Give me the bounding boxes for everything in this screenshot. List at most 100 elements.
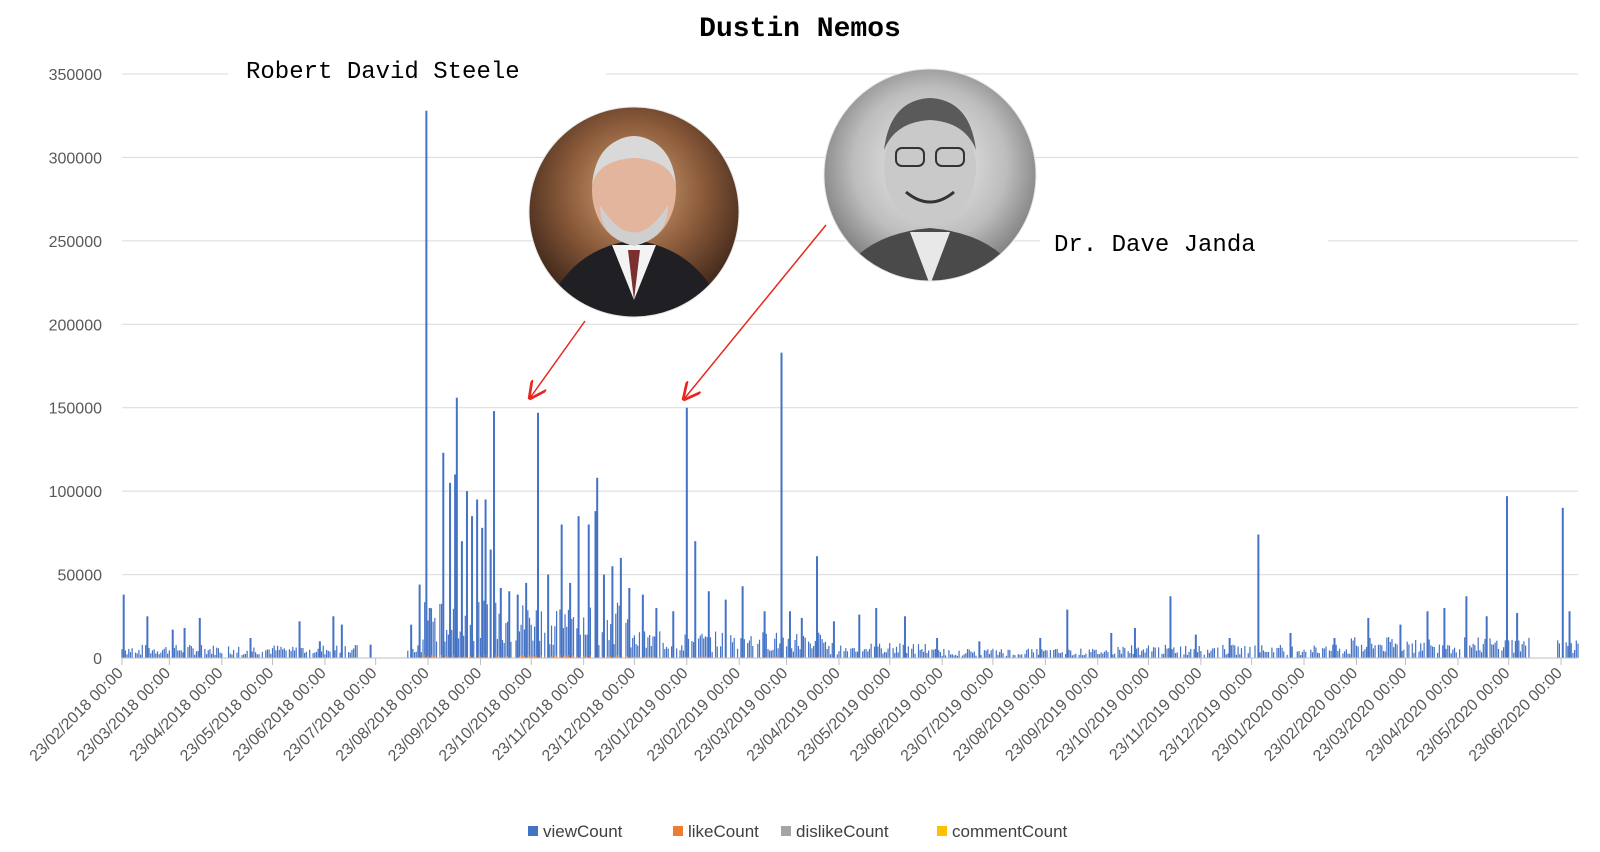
y-tick-label: 150000 <box>49 401 102 418</box>
bar-viewcount-filler <box>662 642 664 658</box>
y-tick-label: 200000 <box>49 317 102 334</box>
bar-viewcount-filler <box>1388 637 1390 658</box>
bar-likecount <box>589 654 592 658</box>
bar-viewcount-filler <box>828 645 830 658</box>
bar-viewcount-filler <box>1114 653 1116 658</box>
bar-viewcount-filler <box>1572 652 1574 658</box>
bar-viewcount-filler <box>968 649 970 658</box>
bar-viewcount-filler <box>1279 645 1281 658</box>
bar-viewcount-filler <box>121 649 123 658</box>
bar-viewcount-filler <box>1203 654 1205 658</box>
bar-viewcount-filler <box>750 636 752 658</box>
bar-viewcount-filler <box>809 643 811 658</box>
annotation-label-steele: Robert David Steele <box>246 59 520 86</box>
bar-viewcount-filler <box>1403 649 1405 658</box>
bar-likecount <box>627 655 629 658</box>
bar-viewcount-filler <box>1085 653 1087 658</box>
bar-viewcount-filler <box>1190 648 1192 658</box>
bar-viewcount-filler <box>758 639 761 658</box>
bar-viewcount-filler <box>1054 649 1057 658</box>
bar-viewcount-filler <box>757 643 759 658</box>
bar-viewcount-filler <box>720 646 722 658</box>
bar-viewcount-filler <box>1129 653 1131 658</box>
bar-viewcount-filler <box>305 651 307 658</box>
bar-likecount <box>1514 656 1517 658</box>
bar-viewcount-filler <box>1355 645 1358 658</box>
y-tick-label: 0 <box>93 651 102 668</box>
bar-viewcount-filler <box>344 646 346 658</box>
annotation-label-janda: Dr. Dave Janda <box>1054 232 1256 259</box>
bar-likecount <box>1369 656 1371 658</box>
bar-viewcount-filler <box>1078 654 1080 658</box>
bar-viewcount-filler <box>1423 642 1425 658</box>
portrait-steele <box>529 107 739 317</box>
bar-viewcount-filler <box>1411 643 1413 658</box>
bar-likecount <box>638 656 641 658</box>
annotation-label-bg-janda <box>1040 224 1328 264</box>
bar-viewcount-filler <box>855 651 857 658</box>
bar-viewcount-filler <box>1130 645 1133 658</box>
bar-likecount <box>608 656 610 658</box>
bar-viewcount-filler <box>554 626 556 658</box>
bar-likecount <box>424 654 426 658</box>
bar-viewcount-filler <box>1146 648 1148 658</box>
bar-viewcount-filler <box>258 654 260 658</box>
bar-viewcount <box>619 557 622 658</box>
bar-likecount <box>1518 656 1520 658</box>
bar-viewcount-filler <box>177 650 179 658</box>
bar-viewcount-filler <box>550 625 553 658</box>
bar-viewcount-filler <box>1362 651 1364 658</box>
bar-viewcount <box>694 541 697 658</box>
bar-likecount <box>522 654 524 658</box>
bar-viewcount-filler <box>1249 646 1251 658</box>
bar-viewcount-filler <box>1151 651 1153 658</box>
bar-viewcount-filler <box>1491 644 1493 658</box>
bar-viewcount-filler <box>195 651 198 658</box>
bar-viewcount-filler <box>1482 643 1484 658</box>
bar-likecount <box>743 656 745 658</box>
bar-viewcount-filler <box>412 648 414 658</box>
bar-viewcount-filler <box>1469 645 1471 658</box>
bar-viewcount-filler <box>733 637 735 658</box>
bar-viewcount-filler <box>1232 644 1234 658</box>
bar-viewcount-filler <box>924 644 926 658</box>
bar-viewcount <box>537 412 539 658</box>
bar-viewcount-filler <box>462 635 465 658</box>
bar-viewcount-filler <box>1303 649 1305 658</box>
bar-viewcount-filler <box>415 651 417 658</box>
bar-viewcount-filler <box>938 650 940 658</box>
bar-viewcount-filler <box>1262 650 1265 658</box>
bar-viewcount-filler <box>652 636 654 658</box>
bar-viewcount <box>596 477 599 658</box>
bar-viewcount-filler <box>243 654 245 658</box>
bar-viewcount-filler <box>1053 649 1055 658</box>
bar-likecount <box>583 655 585 658</box>
bar-viewcount-filler <box>1442 645 1444 658</box>
bar-viewcount-filler <box>1464 637 1466 658</box>
bar-viewcount <box>1561 507 1564 658</box>
bar-viewcount-filler <box>813 646 815 658</box>
bar-viewcount-filler <box>1408 644 1410 658</box>
bar-viewcount-filler <box>150 653 152 658</box>
bar-likecount <box>532 656 534 658</box>
bar-viewcount-filler <box>204 648 206 658</box>
bar-viewcount-filler <box>1176 652 1178 658</box>
bar-viewcount-filler <box>192 648 194 658</box>
bar-viewcount-filler <box>863 649 865 658</box>
bar-likecount <box>774 656 776 658</box>
bar-viewcount-filler <box>704 636 707 658</box>
bar-viewcount-filler <box>1382 650 1385 658</box>
bar-viewcount-filler <box>571 618 573 658</box>
bar-viewcount-filler <box>459 631 461 658</box>
bar-viewcount-filler <box>1075 653 1077 658</box>
bar-viewcount-filler <box>1073 654 1075 658</box>
bar-viewcount-filler <box>1481 652 1483 658</box>
bar-likecount <box>535 655 537 658</box>
bar-viewcount-filler <box>865 648 867 658</box>
bar-viewcount-filler <box>1139 654 1141 658</box>
bar-viewcount-filler <box>1514 640 1517 658</box>
bar-likecount <box>616 654 619 658</box>
bar-viewcount <box>449 482 452 658</box>
bars-layer <box>121 110 1579 659</box>
bar-viewcount-filler <box>221 653 223 658</box>
